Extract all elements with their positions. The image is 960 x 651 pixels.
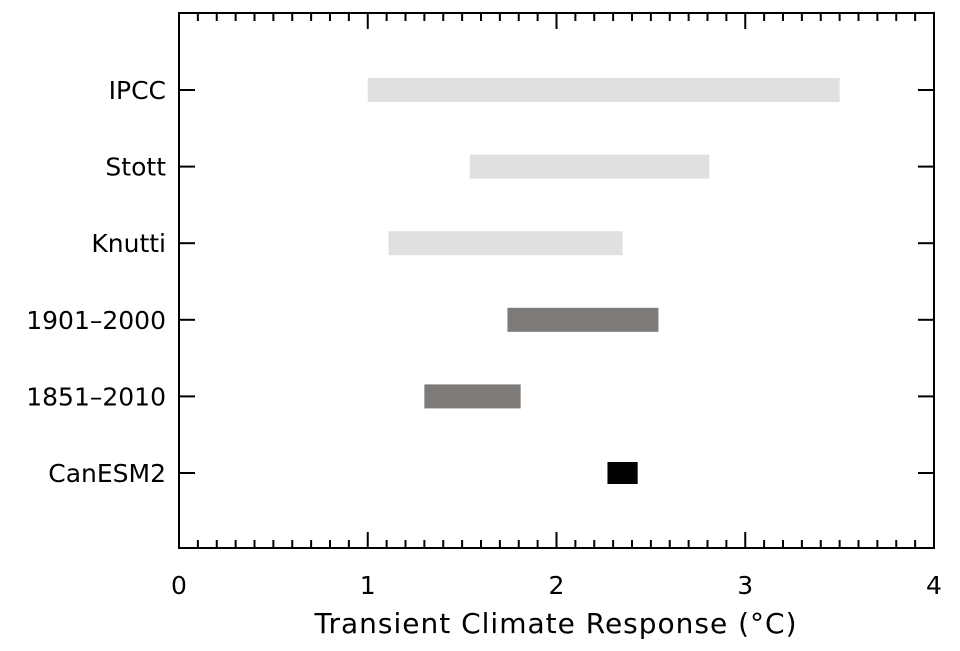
y-category-label: 1901–2000: [26, 306, 166, 335]
range-bar-canesm2: [607, 462, 638, 484]
range-bar-knutti: [388, 231, 623, 256]
x-tick-label: 4: [926, 571, 942, 600]
y-category-label: CanESM2: [48, 459, 166, 488]
y-category-label: Stott: [105, 153, 166, 182]
y-category-label: Knutti: [91, 229, 166, 258]
x-axis-ticks: [178, 13, 935, 548]
range-bar-1901-2000: [507, 307, 659, 332]
range-bars: [367, 78, 840, 484]
y-category-label: IPCC: [109, 76, 166, 105]
x-axis-title: Transient Climate Response (°C): [313, 607, 797, 640]
range-bar-1851-2010: [424, 384, 521, 409]
x-tick-label: 2: [549, 571, 565, 600]
y-axis-ticks: [179, 89, 934, 474]
x-axis-tick-labels: 0 1 2 3 4: [171, 571, 942, 600]
x-tick-label: 1: [360, 571, 376, 600]
x-tick-label: 0: [171, 571, 187, 600]
range-bar-ipcc: [367, 78, 840, 102]
x-tick-label: 3: [737, 571, 753, 600]
y-category-label: 1851–2010: [26, 382, 166, 411]
range-bar-stott: [469, 154, 710, 179]
y-axis-category-labels: IPCC Stott Knutti 1901–2000 1851–2010 CanESM2: [26, 76, 166, 488]
